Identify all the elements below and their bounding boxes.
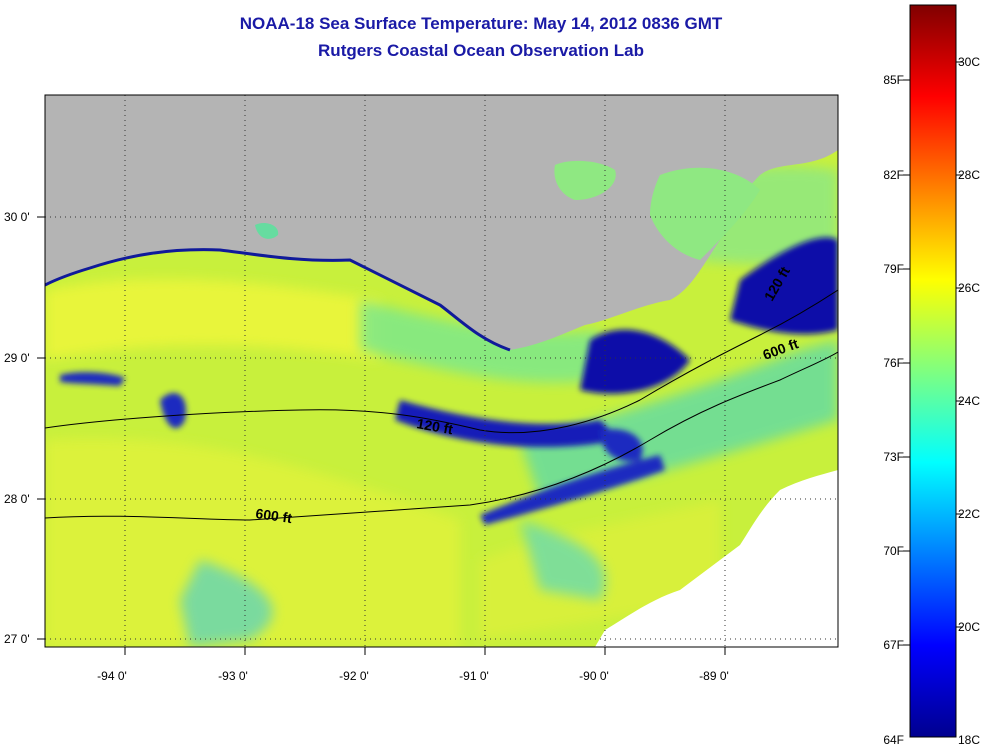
plot-frame <box>44 94 839 648</box>
lon-tick-label: -91 0' <box>459 669 489 683</box>
colorbar-c-label: 24C <box>958 394 980 408</box>
lat-tick-label: 27 0' <box>4 632 30 646</box>
colorbar-f-label: 70F <box>883 544 904 558</box>
lon-tick-label: -89 0' <box>699 669 729 683</box>
lat-tick-label: 28 0' <box>4 492 30 506</box>
colorbar-f-label: 76F <box>883 356 904 370</box>
lon-tick-label: -92 0' <box>339 669 369 683</box>
land <box>45 95 838 350</box>
lat-tick-label: 29 0' <box>4 351 30 365</box>
colorbar-c-label: 20C <box>958 620 980 634</box>
colorbar-f-label: 64F <box>883 733 904 747</box>
colorbar-c-label: 30C <box>958 55 980 69</box>
colorbar-c-label: 28C <box>958 168 980 182</box>
colorbar-c-label: 22C <box>958 507 980 521</box>
colorbar-f-label: 73F <box>883 450 904 464</box>
no-data-region <box>595 470 838 647</box>
sst-field <box>45 95 838 647</box>
contour-600ft <box>45 351 838 521</box>
colorbar-c-label: 18C <box>958 733 980 747</box>
frame-ticks <box>37 216 726 655</box>
contour-label-120: 120 ft <box>415 415 454 437</box>
colorbar-f-label: 82F <box>883 168 904 182</box>
contour-label-600: 600 ft <box>255 505 294 526</box>
inland-bay <box>650 167 760 260</box>
colorbar-f-label: 67F <box>883 638 904 652</box>
colorbar-f-label: 85F <box>883 73 904 87</box>
graticule <box>45 95 838 647</box>
colorbar-c-label: 26C <box>958 281 980 295</box>
contour-120ft <box>45 289 838 434</box>
map-subtitle: Rutgers Coastal Ocean Observation Lab <box>318 41 644 60</box>
lon-tick-label: -94 0' <box>97 669 127 683</box>
inland-lake <box>255 223 279 239</box>
colorbar-gradient <box>909 4 957 738</box>
colorbar-f-label: 79F <box>883 262 904 276</box>
lat-tick-label: 30 0' <box>4 210 30 224</box>
inland-bay <box>554 160 616 200</box>
cold-water <box>60 237 838 525</box>
lon-tick-label: -90 0' <box>579 669 609 683</box>
map-title: NOAA-18 Sea Surface Temperature: May 14,… <box>239 14 723 33</box>
lon-tick-label: -93 0' <box>218 669 248 683</box>
colorbar: 85F 82F 79F 76F 73F 70F 67F 64F 30C 28C … <box>883 4 980 747</box>
